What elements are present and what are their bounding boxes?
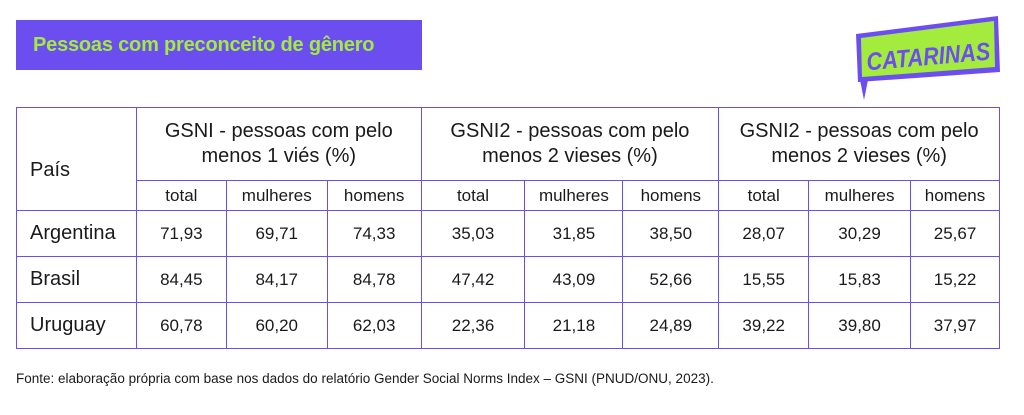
page-title: Pessoas com preconceito de gênero: [33, 33, 375, 56]
value-cell: 84,17: [225, 256, 328, 303]
group-header-gsni2-b: GSNI2 - pessoas com pelo menos 2 vieses …: [718, 107, 1000, 181]
group-header-gsni: GSNI - pessoas com pelo menos 1 viés (%): [135, 107, 422, 181]
sub-header-homens: homens: [622, 180, 720, 211]
sub-header-mulheres: mulheres: [524, 180, 624, 211]
value-cell: 31,85: [524, 210, 624, 257]
title-bar: Pessoas com preconceito de gênero: [16, 20, 422, 70]
sub-header-mulheres: mulheres: [225, 180, 328, 211]
value-cell: 24,89: [622, 302, 720, 349]
table-row-brasil: Brasil 84,45 84,17 84,78 47,42 43,09 52,…: [16, 256, 1000, 303]
sub-header-total: total: [718, 180, 810, 211]
value-cell: 22,36: [420, 302, 526, 349]
value-cell: 84,45: [135, 256, 227, 303]
catarinas-logo: CATARINAS: [856, 16, 1000, 100]
table-row-uruguay: Uruguay 60,78 60,20 62,03 22,36 21,18 24…: [16, 302, 1000, 349]
sub-header-homens: homens: [326, 180, 422, 211]
value-cell: 21,18: [524, 302, 624, 349]
value-cell: 39,22: [718, 302, 810, 349]
sub-header-homens: homens: [910, 180, 1000, 211]
group-header-row: País GSNI - pessoas com pelo menos 1 vié…: [16, 107, 1000, 211]
source-footnote: Fonte: elaboração própria com base nos d…: [16, 371, 714, 386]
value-cell: 15,22: [910, 256, 1000, 303]
table-row-argentina: Argentina 71,93 69,71 74,33 35,03 31,85 …: [16, 210, 1000, 257]
logo-fill: [861, 21, 995, 77]
sub-header-mulheres: mulheres: [808, 180, 912, 211]
group-header-gsni2-a: GSNI2 - pessoas com pelo menos 2 vieses …: [420, 107, 720, 181]
value-cell: 15,55: [718, 256, 810, 303]
value-cell: 30,29: [808, 210, 912, 257]
value-cell: 43,09: [524, 256, 624, 303]
value-cell: 84,78: [326, 256, 422, 303]
country-cell: Uruguay: [16, 302, 137, 349]
value-cell: 60,78: [135, 302, 227, 349]
value-cell: 39,80: [808, 302, 912, 349]
value-cell: 38,50: [622, 210, 720, 257]
value-cell: 62,03: [326, 302, 422, 349]
value-cell: 47,42: [420, 256, 526, 303]
country-column-header: País: [16, 107, 137, 211]
value-cell: 15,83: [808, 256, 912, 303]
country-cell: Brasil: [16, 256, 137, 303]
value-cell: 60,20: [225, 302, 328, 349]
value-cell: 74,33: [326, 210, 422, 257]
country-cell: Argentina: [16, 210, 137, 257]
value-cell: 71,93: [135, 210, 227, 257]
sub-header-total: total: [135, 180, 227, 211]
value-cell: 37,97: [910, 302, 1000, 349]
value-cell: 52,66: [622, 256, 720, 303]
value-cell: 35,03: [420, 210, 526, 257]
value-cell: 25,67: [910, 210, 1000, 257]
value-cell: 69,71: [225, 210, 328, 257]
sub-header-total: total: [420, 180, 526, 211]
sub-header-row: total mulheres homens total mulheres hom…: [17, 180, 1000, 211]
data-table: País GSNI - pessoas com pelo menos 1 vié…: [16, 107, 1000, 349]
value-cell: 28,07: [718, 210, 810, 257]
